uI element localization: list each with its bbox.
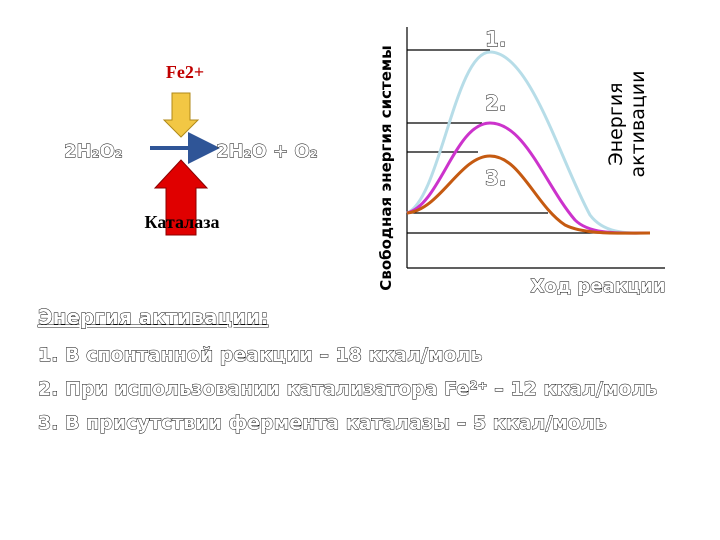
enzyme: Каталаза: [145, 212, 220, 232]
axes: [406, 27, 665, 269]
annotation: активации: [627, 70, 649, 177]
list-item: 1. В спонтанной реакции – 18 ккал/моль: [38, 344, 482, 366]
reactant: 2H₂O₂: [64, 141, 123, 162]
x-axis-label: Ход реакции: [530, 276, 665, 297]
curve-1: [406, 50, 651, 235]
curve-label: 1.: [485, 27, 507, 51]
enzyme-arrow: [153, 159, 209, 236]
catalyst: Fe2+: [166, 62, 204, 82]
y-axis-label: Свободная энергия системы: [377, 45, 395, 290]
heading: Энергия активации:: [38, 305, 268, 329]
catalyst-arrow: [162, 92, 200, 138]
curve-label: 3.: [485, 166, 507, 190]
list-item: 3. В присутствии фермента каталазы – 5 к…: [38, 412, 607, 434]
annotation: Энергия: [605, 82, 627, 165]
list-item: 2. При использовании катализатора Fe²⁺ –…: [38, 378, 657, 400]
curve-3: [406, 154, 651, 235]
products: 2H₂O + O₂: [216, 141, 318, 162]
curve-label: 2.: [485, 91, 507, 115]
